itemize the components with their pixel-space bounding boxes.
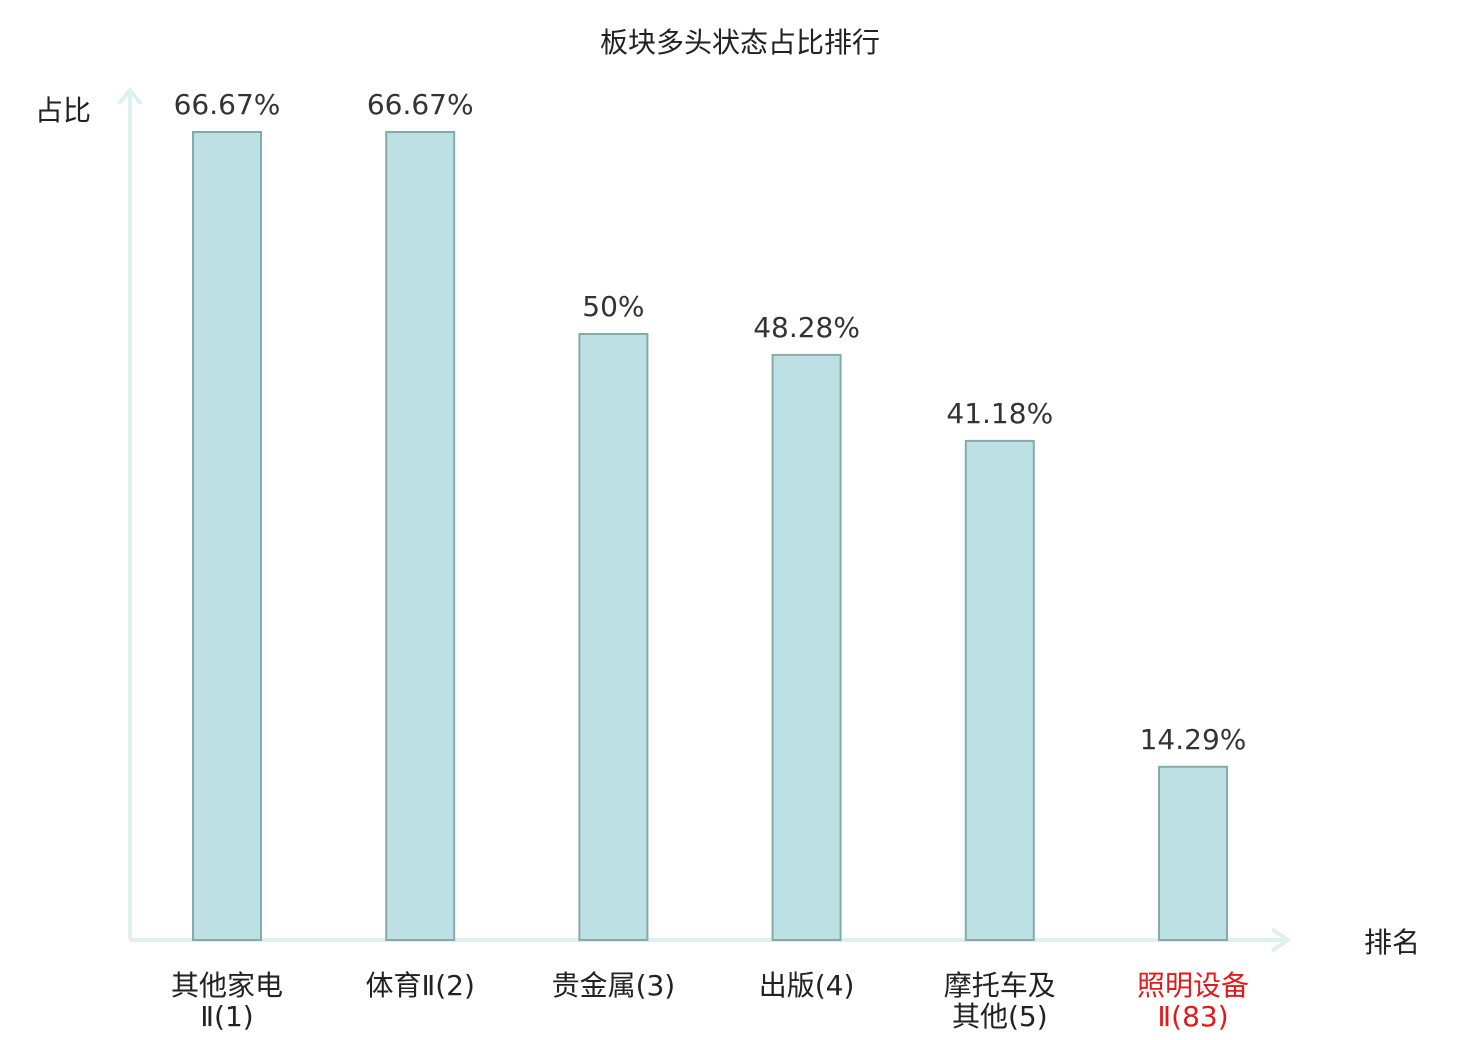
category-tick-label: Ⅱ(1): [200, 1000, 253, 1033]
bar: [578, 333, 649, 941]
x-axis: 排名: [130, 926, 1420, 959]
value-label: 14.29%: [1140, 723, 1247, 756]
category-tick-label: 摩托车及: [944, 969, 1056, 1002]
category-tick-label: 其他(5): [952, 1000, 1048, 1033]
bars-group: [192, 131, 1228, 941]
category-tick-label: 出版(4): [759, 969, 855, 1002]
category-tick-label: 贵金属(3): [552, 969, 676, 1002]
y-axis-arrow: [117, 86, 143, 106]
category-tick-label: 照明设备: [1137, 969, 1249, 1002]
value-label: 66.67%: [367, 88, 474, 121]
chart-title: 板块多头状态占比排行: [600, 26, 880, 59]
value-label: 48.28%: [753, 311, 860, 344]
category-tick-label: 体育Ⅱ(2): [365, 969, 474, 1002]
y-axis-label: 占比: [35, 94, 91, 127]
bar: [771, 353, 842, 941]
x-axis-label: 排名: [1364, 926, 1420, 959]
category-tick-label: Ⅱ(83): [1157, 1000, 1228, 1033]
value-labels-group: 66.67% 66.67% 50% 48.28% 41.18% 14.29%: [174, 88, 1247, 756]
value-label: 66.67%: [174, 88, 281, 121]
value-label: 41.18%: [946, 397, 1053, 430]
bar: [1158, 765, 1228, 941]
bar: [385, 131, 456, 941]
x-axis-arrow: [1270, 927, 1292, 953]
bar: [192, 131, 262, 941]
category-tick-label: 其他家电: [171, 969, 283, 1002]
bar: [964, 439, 1035, 941]
value-label: 50%: [582, 290, 644, 323]
y-axis: 占比: [35, 86, 143, 940]
